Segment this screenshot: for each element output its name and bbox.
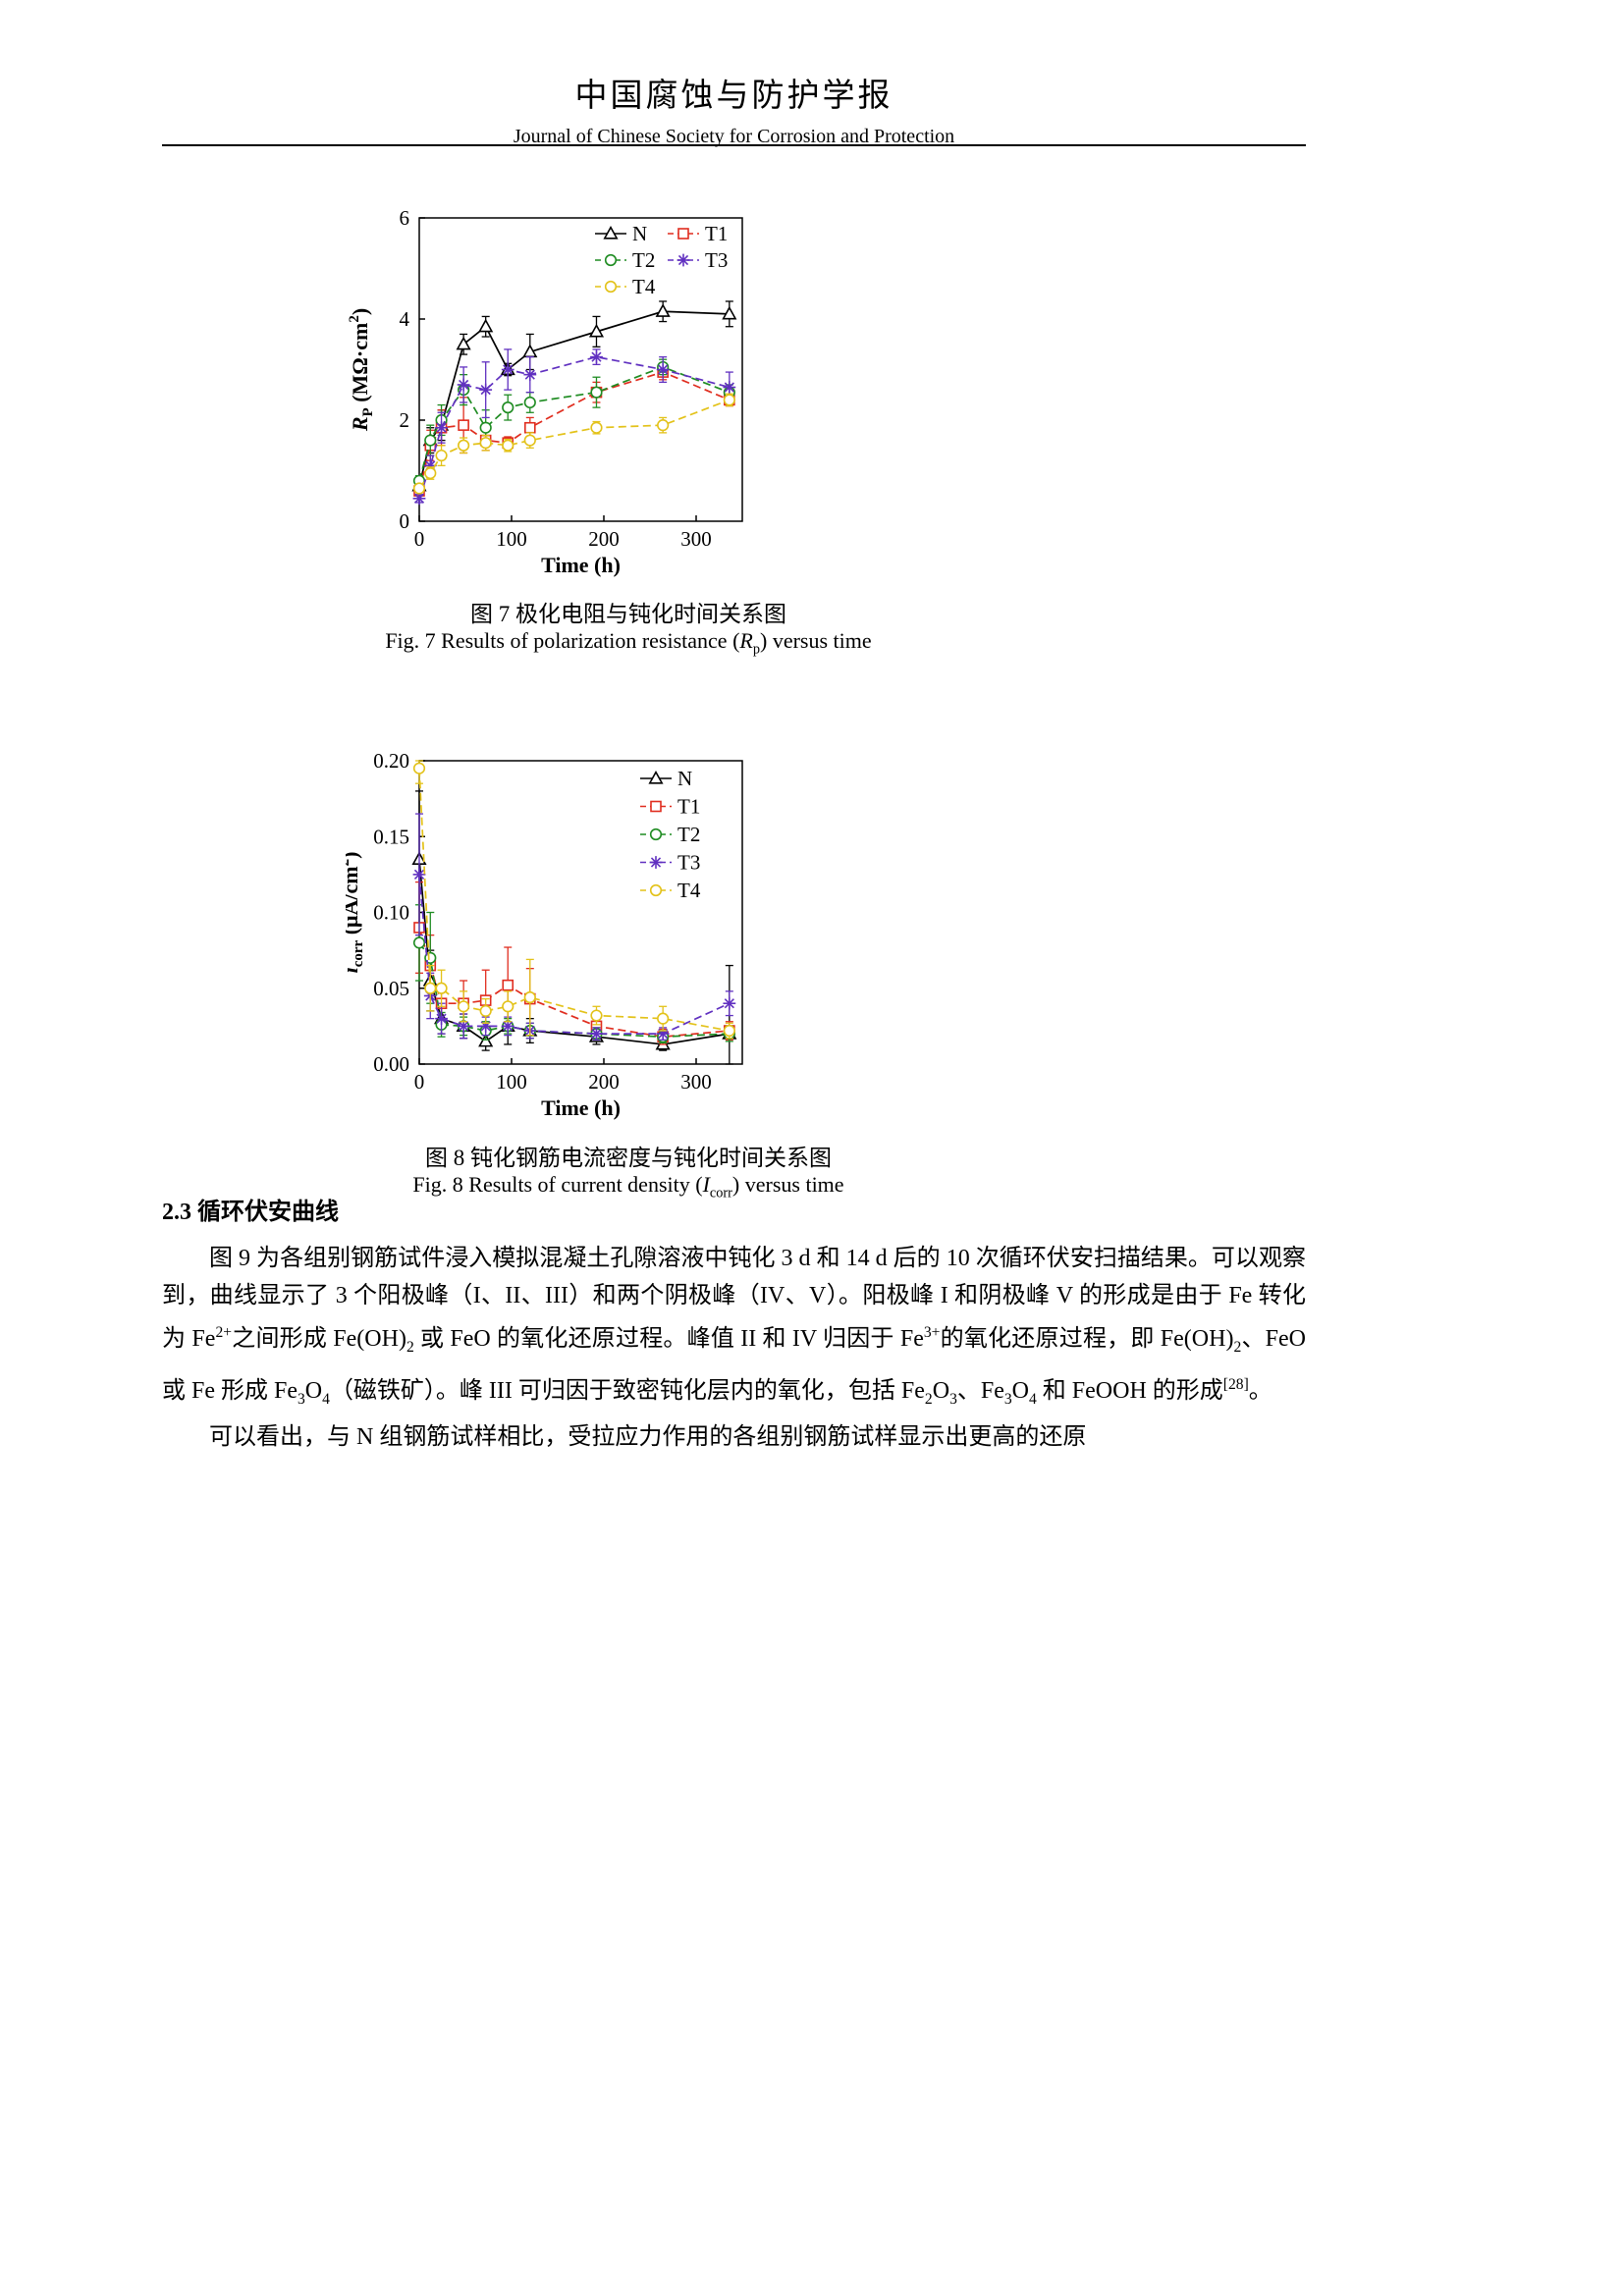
svg-text:0.05: 0.05 xyxy=(373,977,409,1000)
svg-text:RP (MΩ·cm2): RP (MΩ·cm2) xyxy=(347,308,376,432)
svg-text:T2: T2 xyxy=(632,248,655,272)
svg-text:0.10: 0.10 xyxy=(373,901,409,925)
svg-text:200: 200 xyxy=(588,1070,620,1094)
svg-text:Time (h): Time (h) xyxy=(541,1095,621,1120)
svg-text:T3: T3 xyxy=(677,851,700,875)
svg-text:T4: T4 xyxy=(677,879,701,902)
svg-text:0: 0 xyxy=(414,527,425,551)
svg-text:N: N xyxy=(677,767,692,790)
body-text: 2.3 循环伏安曲线 图 9 为各组别钢筋试件浸入模拟混凝土孔隙溶液中钝化 3 … xyxy=(162,1192,1306,1456)
svg-text:0: 0 xyxy=(400,509,410,533)
svg-text:0.00: 0.00 xyxy=(373,1052,409,1076)
svg-text:Time (h): Time (h) xyxy=(541,553,621,577)
svg-text:100: 100 xyxy=(496,527,527,551)
svg-text:2: 2 xyxy=(400,408,410,432)
figure7-polarization-resistance-chart: 0 100 200 300 0 2 4 6 Time (h) RP (MΩ·cm2) N T1 T2 T3… xyxy=(346,206,758,581)
svg-text:200: 200 xyxy=(588,527,620,551)
figure8-current-density-chart: 0 100 200 300 0.00 0.05 0.10 0.15 0.20 Time (h) ic… xyxy=(337,749,758,1124)
svg-text:300: 300 xyxy=(680,1070,712,1094)
paragraph: 图 9 为各组别钢筋试件浸入模拟混凝土孔隙溶液中钝化 3 d 和 14 d 后的… xyxy=(162,1246,1306,1408)
svg-text:icorr (μA/cm2): icorr (μA/cm2) xyxy=(346,852,366,974)
svg-text:4: 4 xyxy=(400,307,410,331)
svg-text:T1: T1 xyxy=(677,795,700,819)
figure7-caption-zh: 图 7 极化电阻与钝化时间关系图 xyxy=(470,602,786,626)
header-divider xyxy=(162,144,1306,146)
svg-text:100: 100 xyxy=(496,1070,527,1094)
svg-text:6: 6 xyxy=(400,208,410,230)
paragraph: 可以看出，与 N 组钢筋试样相比，受拉应力作用的各组别钢筋试样显示出更高的还原 xyxy=(209,1423,1087,1450)
svg-text:T3: T3 xyxy=(705,248,728,272)
figure8-caption-zh: 图 8 钝化钢筋电流密度与钝化时间关系图 xyxy=(425,1146,832,1170)
svg-text:0: 0 xyxy=(414,1070,425,1094)
page-header: 中国腐蚀与防护学报 Journal of Chinese Society for… xyxy=(162,69,1306,148)
svg-text:300: 300 xyxy=(680,527,712,551)
svg-text:0.15: 0.15 xyxy=(373,825,409,848)
journal-title-zh: 中国腐蚀与防护学报 xyxy=(574,79,893,114)
svg-text:T2: T2 xyxy=(677,823,700,846)
svg-text:T1: T1 xyxy=(705,222,728,245)
figure7-caption-en: Fig. 7 Results of polarization resistanc… xyxy=(385,628,872,658)
svg-text:0.20: 0.20 xyxy=(373,751,409,773)
svg-text:T4: T4 xyxy=(632,275,656,298)
journal-title-en: Journal of Chinese Society for Corrosion… xyxy=(513,126,955,147)
figure8-caption-en: Fig. 8 Results of current density (Icorr… xyxy=(412,1172,844,1201)
svg-text:N: N xyxy=(632,222,647,245)
section-heading: 2.3 循环伏安曲线 xyxy=(162,1200,339,1225)
